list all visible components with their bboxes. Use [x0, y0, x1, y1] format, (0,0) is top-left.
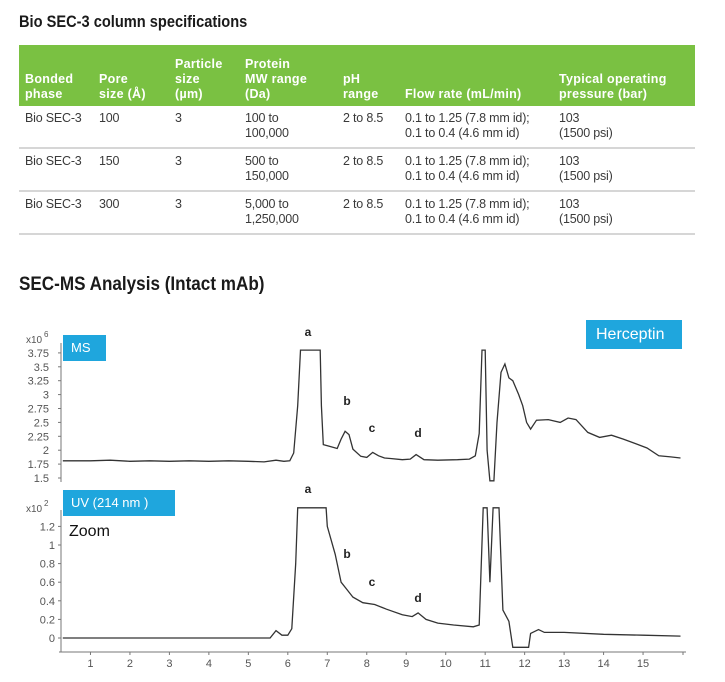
col-header-bonded-phase: Bonded phase [25, 72, 74, 101]
svg-text:1.5: 1.5 [34, 473, 49, 485]
svg-text:3: 3 [43, 390, 49, 402]
analysis-title: SEC-MS Analysis (Intact mAb) [19, 274, 265, 295]
col-header-ph-range: pH range [343, 72, 379, 101]
sample-name-tag: Herceptin [586, 320, 682, 349]
svg-text:1: 1 [49, 540, 55, 552]
col-header-pore-size: Pore size (Å) [99, 72, 146, 101]
svg-text:0.2: 0.2 [40, 614, 55, 626]
svg-text:7: 7 [324, 658, 330, 670]
svg-text:12: 12 [519, 658, 531, 670]
cell-ph-range: 2 to 8.5 [337, 191, 399, 235]
cell-flow-rate: 0.1 to 1.25 (7.8 mm id); 0.1 to 0.4 (4.6 … [399, 148, 553, 192]
table-row: Bio SEC-3 100 3 100 to 100,000 2 to 8.5 0… [19, 106, 695, 149]
spec-table: Bonded phase Pore size (Å) Particle size (µm… [19, 45, 695, 235]
svg-text:a: a [305, 325, 312, 339]
col-header-flow-rate: Flow rate (mL/min) [405, 87, 522, 101]
svg-text:2: 2 [44, 499, 49, 508]
svg-text:2.25: 2.25 [28, 431, 49, 443]
cell-pressure: 103 (1500 psi) [553, 106, 695, 149]
svg-text:3.25: 3.25 [28, 376, 49, 388]
cell-mw-range: 5,000 to 1,250,000 [239, 191, 337, 235]
svg-text:a: a [305, 482, 312, 496]
svg-text:6: 6 [44, 330, 49, 339]
col-header-particle-size: Particle size (µm) [175, 57, 223, 101]
svg-text:2: 2 [43, 445, 49, 457]
svg-text:1.2: 1.2 [40, 521, 55, 533]
svg-text:0.4: 0.4 [40, 596, 55, 608]
cell-flow-rate: 0.1 to 1.25 (7.8 mm id); 0.1 to 0.4 (4.6 … [399, 191, 553, 235]
svg-text:8: 8 [364, 658, 370, 670]
cell-bonded-phase: Bio SEC-3 [19, 191, 93, 235]
svg-text:0.6: 0.6 [40, 577, 55, 589]
svg-text:9: 9 [403, 658, 409, 670]
col-header-pressure: Typical operating pressure (bar) [559, 72, 667, 101]
svg-text:4: 4 [206, 658, 212, 670]
svg-text:x10: x10 [26, 335, 43, 346]
ms-panel-tag: MS [63, 335, 106, 361]
cell-particle-size: 3 [169, 148, 239, 192]
cell-bonded-phase: Bio SEC-3 [19, 148, 93, 192]
uv-trace-line [62, 507, 681, 648]
svg-text:c: c [369, 575, 376, 589]
x-axis: 1 2 3 4 5 6 7 8 9 10 11 12 13 14 15 [59, 651, 686, 670]
svg-text:3.5: 3.5 [34, 362, 49, 374]
ms-trace-line [62, 349, 681, 482]
cell-pressure: 103 (1500 psi) [553, 148, 695, 192]
svg-text:b: b [343, 394, 350, 408]
cell-ph-range: 2 to 8.5 [337, 148, 399, 192]
table-row: Bio SEC-3 300 3 5,000 to 1,250,000 2 to 8… [19, 191, 695, 235]
cell-pressure: 103 (1500 psi) [553, 191, 695, 235]
svg-text:d: d [414, 426, 421, 440]
cell-ph-range: 2 to 8.5 [337, 106, 399, 149]
svg-text:15: 15 [637, 658, 649, 670]
svg-text:0.8: 0.8 [40, 559, 55, 571]
svg-text:0: 0 [49, 633, 55, 645]
zoom-label: Zoom [69, 523, 110, 540]
spec-table-title: Bio SEC-3 column specifications [19, 12, 248, 31]
svg-text:3: 3 [166, 658, 172, 670]
cell-flow-rate: 0.1 to 1.25 (7.8 mm id); 0.1 to 0.4 (4.6 … [399, 106, 553, 149]
svg-text:6: 6 [285, 658, 291, 670]
cell-mw-range: 500 to 150,000 [239, 148, 337, 192]
cell-particle-size: 3 [169, 106, 239, 149]
svg-text:b: b [343, 547, 350, 561]
uv-panel-tag: UV (214 nm ) [63, 490, 175, 516]
svg-text:1.75: 1.75 [28, 459, 49, 471]
spec-table-header: Bonded phase Pore size (Å) Particle size (µm… [19, 45, 695, 106]
svg-text:2.75: 2.75 [28, 404, 49, 416]
svg-text:x10: x10 [26, 504, 43, 515]
cell-pore-size: 300 [93, 191, 169, 235]
svg-text:2: 2 [127, 658, 133, 670]
col-header-mw-range: Protein MW range (Da) [245, 57, 308, 101]
svg-text:2.5: 2.5 [34, 417, 49, 429]
svg-text:10: 10 [440, 658, 452, 670]
svg-text:5: 5 [245, 658, 251, 670]
svg-text:d: d [414, 591, 421, 605]
svg-text:14: 14 [597, 658, 609, 670]
peak-labels: a b c d a b c d [305, 325, 422, 605]
svg-text:c: c [369, 421, 376, 435]
cell-pore-size: 150 [93, 148, 169, 192]
svg-text:11: 11 [479, 658, 490, 670]
cell-bonded-phase: Bio SEC-3 [19, 106, 93, 149]
cell-pore-size: 100 [93, 106, 169, 149]
svg-text:1: 1 [87, 658, 93, 670]
table-row: Bio SEC-3 150 3 500 to 150,000 2 to 8.5 0… [19, 148, 695, 192]
cell-mw-range: 100 to 100,000 [239, 106, 337, 149]
svg-text:3.75: 3.75 [28, 348, 49, 360]
cell-particle-size: 3 [169, 191, 239, 235]
svg-text:13: 13 [558, 658, 570, 670]
